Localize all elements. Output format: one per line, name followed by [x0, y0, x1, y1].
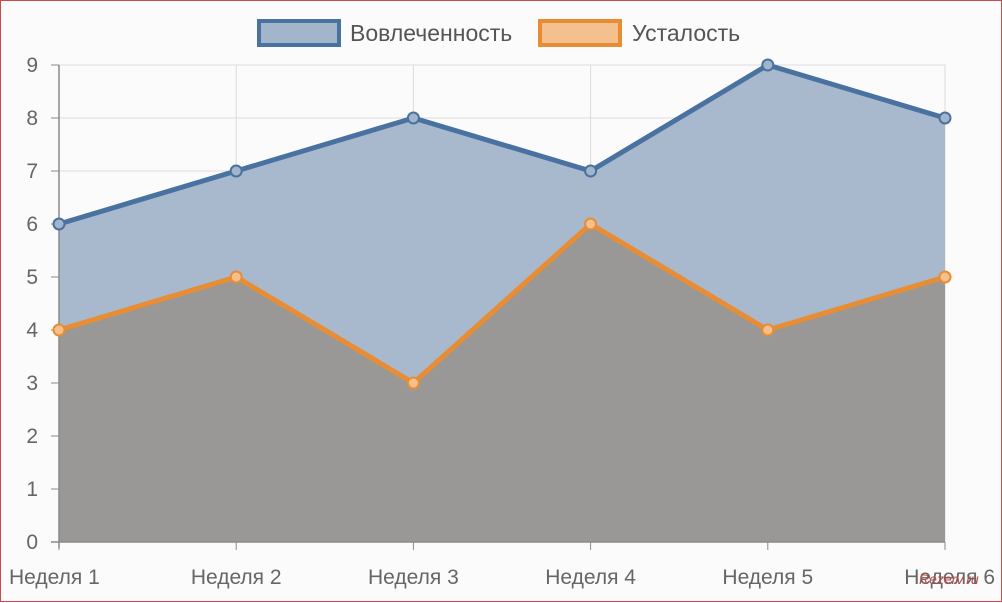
point-series-2-1 — [52, 323, 66, 337]
y-tick-label-8: 8 — [26, 107, 38, 130]
y-tick-label-3: 3 — [26, 372, 38, 395]
point-series-1-3 — [406, 111, 420, 125]
x-tick-label-3: Неделя 3 — [368, 566, 459, 589]
line-series-2 — [56, 221, 948, 386]
y-tick-label-6: 6 — [26, 213, 38, 236]
point-series-2-4 — [584, 217, 598, 231]
point-series-1-6 — [938, 111, 952, 125]
y-tick-label-9: 9 — [26, 54, 38, 77]
point-series-1-2 — [229, 164, 243, 178]
y-tick-label-4: 4 — [26, 319, 38, 342]
x-tick-label-6: Неделя 6 — [904, 566, 995, 589]
area-overlap — [59, 224, 945, 542]
y-tick-label-2: 2 — [26, 425, 38, 448]
x-tick-label-4: Неделя 4 — [545, 566, 636, 589]
line-series-1 — [56, 62, 948, 227]
legend-swatch-1[interactable] — [257, 19, 341, 47]
x-tick-label-2: Неделя 2 — [191, 566, 282, 589]
series-lines — [56, 62, 948, 386]
point-series-2-6 — [938, 270, 952, 284]
y-tick-label-0: 0 — [26, 531, 38, 554]
x-tick-label-5: Неделя 5 — [722, 566, 813, 589]
legend-label-2[interactable]: Усталость — [632, 20, 740, 46]
point-series-1-1 — [52, 217, 66, 231]
y-tick-label-5: 5 — [26, 266, 38, 289]
point-series-1-5 — [761, 58, 775, 72]
watermark: Rezerv.ru — [919, 571, 979, 587]
point-series-2-5 — [761, 323, 775, 337]
point-series-1-4 — [584, 164, 598, 178]
series-points — [52, 58, 952, 390]
x-tick-label-1: Неделя 1 — [9, 566, 100, 589]
y-tick-label-7: 7 — [26, 160, 38, 183]
legend-swatch-2[interactable] — [538, 19, 622, 47]
legend[interactable]: Вовлеченность Усталость — [257, 19, 740, 47]
legend-label-1[interactable]: Вовлеченность — [350, 20, 512, 46]
y-tick-label-1: 1 — [26, 478, 38, 501]
point-series-2-2 — [229, 270, 243, 284]
axes — [51, 64, 946, 550]
tick-labels: 0 1 2 3 4 5 6 7 8 9 Неделя 1 Неделя 2 Неделя 3 Неделя… — [9, 54, 995, 589]
point-series-2-3 — [406, 376, 420, 390]
